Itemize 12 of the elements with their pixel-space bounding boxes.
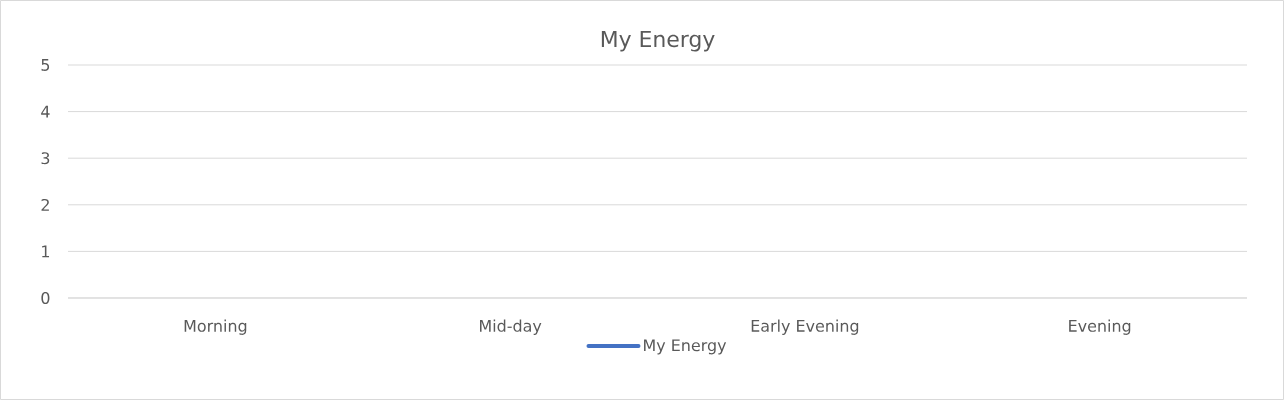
y-tick-label: 0 <box>41 291 50 305</box>
y-tick-label: 5 <box>41 59 50 71</box>
x-tick-label: Mid-day <box>480 319 542 335</box>
chart-title: My Energy <box>601 30 715 52</box>
legend-label: My Energy <box>644 339 727 355</box>
y-tick-label: 2 <box>41 198 49 211</box>
y-tick-label: 1 <box>42 245 50 258</box>
x-tick-label: Early Evening <box>751 319 859 335</box>
y-tick-label: 4 <box>41 105 50 118</box>
x-tick-label: Evening <box>1069 319 1131 335</box>
x-tick-label: Morning <box>184 319 247 335</box>
y-tick-label: 3 <box>41 152 50 165</box>
